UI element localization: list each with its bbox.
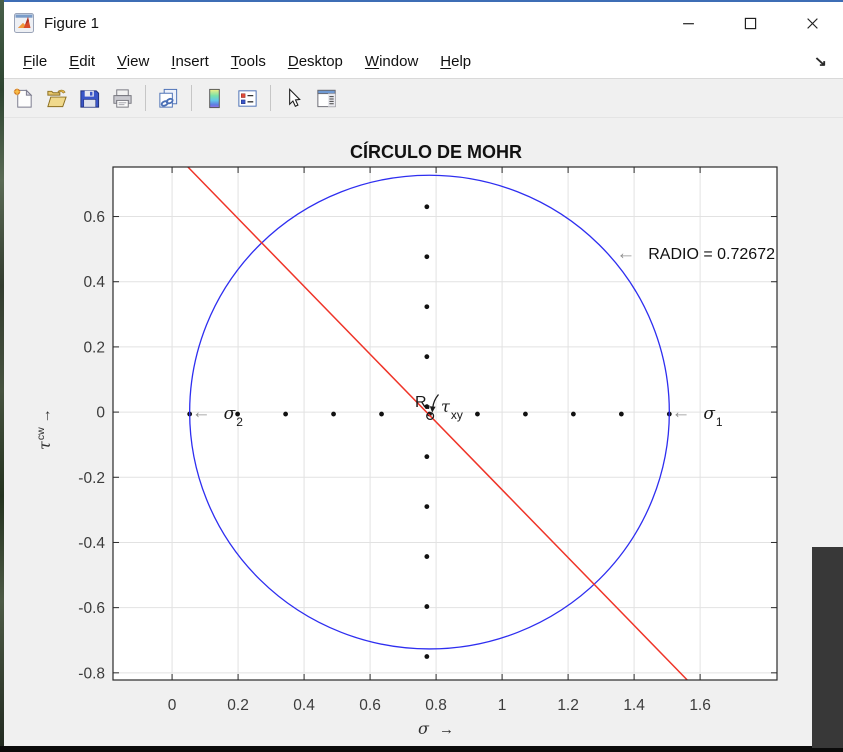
svg-text:0.4: 0.4 [83,274,105,291]
svg-text:RADIO = 0.72672: RADIO = 0.72672 [648,246,775,263]
figure-canvas: 0 0.2 0.4 0.6 0.8 1 1.2 1.4 1.6 0.6 0.4 0.2 0 -0.2 -0.… [4,118,843,746]
svg-text:1: 1 [498,697,507,714]
axes-box [112,166,778,681]
center-pointer-arrow [432,394,440,408]
overlapping-dark-window [812,547,843,748]
window-controls [657,2,843,44]
svg-text:-0.2: -0.2 [78,470,105,487]
maximize-icon [744,17,756,29]
property-inspector-button[interactable] [313,85,340,112]
svg-text:τxy: τxy [441,397,463,422]
svg-text:1.4: 1.4 [623,697,645,714]
open-file-button[interactable] [43,85,70,112]
minimize-icon [682,22,694,24]
figure-window: Figure 1 File Edit View Insert Tools Desktop W… [4,0,843,748]
tick-marks [113,167,777,680]
print-icon [113,88,132,108]
svg-text:0.8: 0.8 [425,697,447,714]
insert-legend-button[interactable] [234,85,261,112]
open-file-icon [47,89,67,107]
toolbar-separator [270,85,271,111]
mohr-circle-plot: 0 0.2 0.4 0.6 0.8 1 1.2 1.4 1.6 0.6 0.4 0.2 0 -0.2 -0.… [35,141,778,738]
insert-colorbar-button[interactable] [201,85,228,112]
radius-annotation: ← RADIO = 0.72672 [616,243,775,264]
diameter-line [187,166,688,681]
x-tick-labels: 0 0.2 0.4 0.6 0.8 1 1.2 1.4 1.6 [168,697,711,714]
close-icon [806,17,818,29]
sigma1-annotation: ← σ1 [671,402,723,429]
menu-help[interactable]: Help [440,52,472,70]
x-axis-label: σ → [418,719,454,738]
svg-text:R,: R, [415,394,431,411]
menu-file[interactable]: File [23,52,48,70]
svg-text:-0.6: -0.6 [78,600,105,617]
svg-text:1.6: 1.6 [689,697,711,714]
svg-text:0.6: 0.6 [359,697,381,714]
toolbar-separator [145,85,146,111]
svg-text:1.2: 1.2 [557,697,579,714]
insert-colorbar-icon [209,88,220,108]
close-button[interactable] [781,2,843,44]
chart-title: CÍRCULO DE MOHR [350,141,522,162]
save-figure-button[interactable] [76,85,103,112]
figure-toolbar [4,79,843,118]
menu-edit[interactable]: Edit [69,52,96,70]
sigma2-annotation: ← σ2 [192,402,244,429]
insert-legend-icon [238,89,257,107]
menu-tools[interactable]: Tools [230,52,266,70]
link-plot-button[interactable] [155,85,182,112]
svg-text:0: 0 [96,405,105,422]
titlebar: Figure 1 [4,2,843,44]
svg-text:0.2: 0.2 [227,697,249,714]
svg-text:0: 0 [168,697,177,714]
menu-window[interactable]: Window [364,52,419,70]
new-figure-icon [13,87,33,108]
toolbar-separator [191,85,192,111]
screen-bottom-strip [0,746,843,752]
center-label-annotation: R, τxy [415,394,463,422]
y-tick-labels: 0.6 0.4 0.2 0 -0.2 -0.4 -0.6 -0.8 [78,209,105,682]
minimize-button[interactable] [657,2,719,44]
svg-text:σ2: σ2 [224,404,244,429]
menu-desktop[interactable]: Desktop [287,52,343,70]
link-plot-icon [159,88,178,108]
new-figure-button[interactable] [10,85,37,112]
desktop-wallpaper-sliver [0,0,4,752]
mohr-circle [189,174,670,650]
edit-plot-icon [289,87,301,107]
svg-text:←: ← [616,243,635,264]
circle-center-marker [426,411,435,421]
svg-text:-0.8: -0.8 [78,665,105,682]
svg-text:0.6: 0.6 [83,209,105,226]
y-axis-label: τcw→ [35,408,54,450]
svg-text:←: ← [192,402,211,423]
edit-plot-button[interactable] [280,85,307,112]
grid-lines [113,167,777,680]
window-title: Figure 1 [44,14,100,32]
svg-text:-0.4: -0.4 [78,535,105,552]
save-figure-icon [80,89,100,108]
property-inspector-icon [317,89,336,107]
svg-text:0.2: 0.2 [83,339,105,356]
dock-figure-arrow-icon[interactable]: ↘ [814,52,828,69]
plot-background [113,167,777,680]
menu-view[interactable]: View [117,52,150,70]
svg-text:0.4: 0.4 [293,697,315,714]
svg-text:←: ← [671,402,690,423]
menu-bar: File Edit View Insert Tools Desktop Window Help… [4,44,843,79]
print-button[interactable] [109,85,136,112]
diameter-dots [187,204,672,659]
maximize-button[interactable] [719,2,781,44]
svg-text:σ1: σ1 [703,404,723,429]
menu-insert[interactable]: Insert [171,52,209,70]
matlab-logo-icon [14,13,34,33]
